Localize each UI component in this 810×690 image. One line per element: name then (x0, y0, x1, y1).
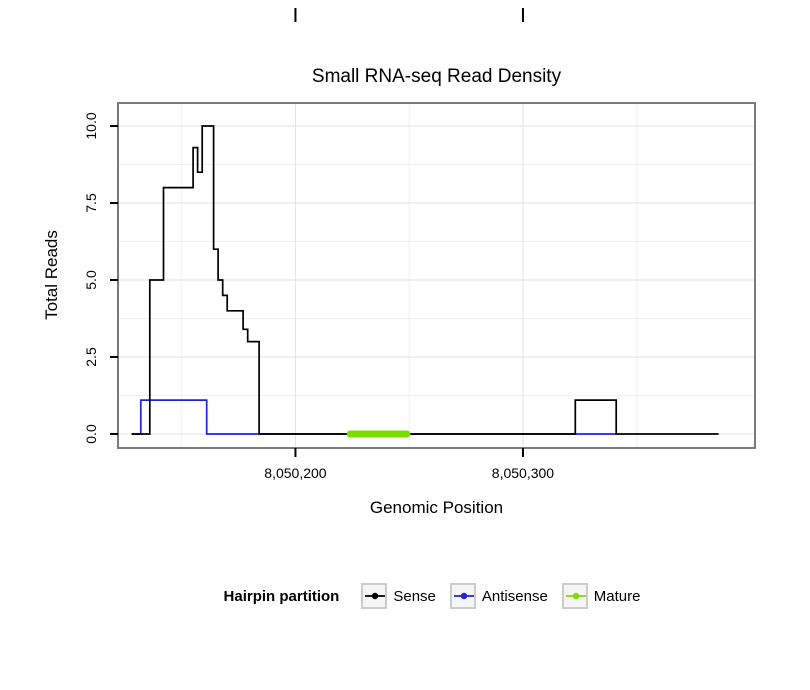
legend-key-antisense (449, 583, 476, 609)
x-tick-label: 8,050,200 (264, 465, 326, 481)
legend-key-point (572, 592, 579, 600)
x-axis-title: Genomic Position (369, 498, 504, 517)
x-tick-label: 8,050,300 (492, 465, 554, 481)
chart-title: Small RNA-seq Read Density (311, 66, 562, 87)
legend-entry-antisense: Antisense (449, 583, 548, 609)
y-tick-label: 5.0 (83, 270, 99, 290)
mature-key-glyph (565, 592, 586, 600)
legend-entry-sense: Sense (361, 583, 436, 609)
y-tick-label: 7.5 (83, 193, 99, 213)
y-tick-label: 0.0 (83, 424, 99, 444)
legend-label-mature: Mature (593, 587, 641, 605)
legend: Hairpin partition Sense Antisense (54, 583, 810, 609)
y-tick-label: 2.5 (83, 347, 99, 367)
legend-title: Hairpin partition (223, 587, 340, 605)
panel-background (118, 103, 755, 448)
sense-key-glyph (365, 592, 386, 600)
panel-border (117, 102, 756, 449)
legend-label-sense: Sense (393, 587, 436, 605)
legend-entry-mature: Mature (561, 583, 641, 609)
series-line-sense (131, 125, 719, 435)
legend-key-point (372, 592, 379, 600)
y-tick-label: 10.0 (83, 112, 99, 139)
legend-label-antisense: Antisense (481, 587, 548, 605)
legend-key-mature (561, 583, 588, 609)
legend-key-point (460, 592, 468, 600)
legend-key-sense (361, 583, 388, 609)
antisense-key-glyph (453, 592, 474, 600)
y-axis-title: Total Reads (42, 230, 61, 320)
